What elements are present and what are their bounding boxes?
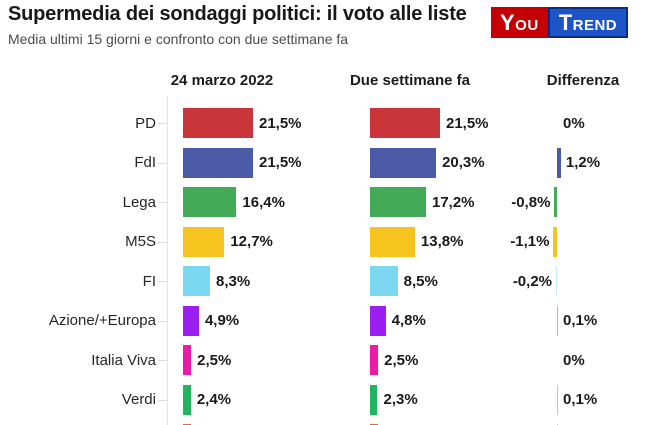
bar-previous <box>370 266 398 297</box>
bar-diff-value: -0,2% <box>512 272 552 290</box>
bar-previous-value: 2,5% <box>384 351 419 369</box>
bar-previous-value: 4,8% <box>391 312 426 330</box>
axis-tick <box>158 281 167 283</box>
bar-diff-value: -0,8% <box>511 193 551 211</box>
bar-previous-value: 13,8% <box>420 233 464 251</box>
bar-previous-value: 8,5% <box>403 272 438 290</box>
bar-current <box>183 147 253 178</box>
bar-diff <box>556 266 557 297</box>
bar-current-value: 16,4% <box>242 193 285 211</box>
axis-tick <box>158 162 167 164</box>
party-label: FdI <box>134 154 156 172</box>
axis-tick <box>158 202 167 204</box>
chart-row: FI 8,3% 8,5% -0,2% <box>0 262 671 302</box>
bar-previous <box>370 187 426 218</box>
bar-current-value: 21,5% <box>258 154 302 172</box>
chart-row: Italia Viva 2,5% 2,5% 0% <box>0 341 671 381</box>
bar-current <box>183 384 191 415</box>
bar-diff <box>554 187 557 218</box>
y-axis-line <box>167 96 168 425</box>
bar-diff <box>557 147 561 178</box>
bar-previous <box>370 108 440 139</box>
page-title: Supermedia dei sondaggi politici: il vot… <box>8 3 467 25</box>
bar-diff <box>557 305 558 336</box>
bar-diff-value: 0,1% <box>563 391 598 409</box>
bar-previous <box>370 305 386 336</box>
party-label: M5S <box>125 233 156 251</box>
chart-rows: PD 21,5% 21,5% 0% FdI 21,5% 20,3% 1,2% Lega 16,4%… <box>0 104 671 425</box>
chart-row: FdI 21,5% 20,3% 1,2% <box>0 143 671 183</box>
bar-current-value: 4,9% <box>204 312 240 330</box>
axis-tick <box>158 123 167 125</box>
party-label: PD <box>135 114 156 132</box>
bar-previous-value: 2,3% <box>383 391 418 409</box>
chart-row: M5S 12,7% 13,8% -1,1% <box>0 222 671 262</box>
bar-previous-value: 20,3% <box>442 154 485 172</box>
chart-row: Lega 16,4% 17,2% -0,8% <box>0 183 671 223</box>
bar-current <box>183 226 225 257</box>
chart-row: Azione/+Europa 4,9% 4,8% 0,1% <box>0 301 671 341</box>
bar-diff <box>553 226 557 257</box>
chart-row-partial <box>0 420 671 425</box>
bar-diff-value: 0% <box>563 351 585 369</box>
page-subtitle: Media ultimi 15 giorni e confronto con d… <box>8 31 349 47</box>
bar-current <box>183 266 211 297</box>
youtrend-logo: You Trend <box>491 7 629 38</box>
bar-current-value: 21,5% <box>258 114 302 132</box>
bar-current <box>183 305 199 336</box>
axis-tick <box>158 320 167 322</box>
bar-diff-value: 1,2% <box>565 154 601 172</box>
bar-current <box>183 108 253 139</box>
bar-previous <box>370 384 378 415</box>
bar-current-value: 8,3% <box>216 272 251 290</box>
bar-diff-value: 0,1% <box>563 312 598 330</box>
party-label: Azione/+Europa <box>48 312 156 330</box>
column-header-previous: Due settimane fa <box>349 72 471 89</box>
axis-tick <box>158 399 167 401</box>
logo-you-box: You <box>491 7 548 38</box>
bar-diff-value: 0% <box>563 114 585 132</box>
axis-tick <box>158 360 167 362</box>
column-header-difference: Differenza <box>546 72 620 89</box>
axis-tick <box>158 241 167 243</box>
bar-previous <box>370 345 379 376</box>
chart-row: PD 21,5% 21,5% 0% <box>0 104 671 144</box>
bar-current <box>183 187 237 218</box>
column-header-current: 24 marzo 2022 <box>170 72 274 89</box>
party-label: Lega <box>122 193 156 211</box>
party-label: Italia Viva <box>91 351 156 369</box>
bar-current <box>183 345 192 376</box>
bar-previous <box>370 226 415 257</box>
logo-trend-box: Trend <box>547 7 629 38</box>
bar-diff <box>557 384 558 415</box>
party-label: FI <box>142 272 156 290</box>
bar-current-value: 2,5% <box>197 351 232 369</box>
bar-diff-value: -1,1% <box>510 233 550 251</box>
party-label: Verdi <box>121 391 156 409</box>
bar-current-value: 2,4% <box>196 391 232 409</box>
bar-previous-value: 21,5% <box>445 114 489 132</box>
bar-current-value: 12,7% <box>230 233 273 251</box>
chart-row: Verdi 2,4% 2,3% 0,1% <box>0 380 671 420</box>
bar-previous-value: 17,2% <box>431 193 475 211</box>
bar-previous <box>370 147 437 178</box>
